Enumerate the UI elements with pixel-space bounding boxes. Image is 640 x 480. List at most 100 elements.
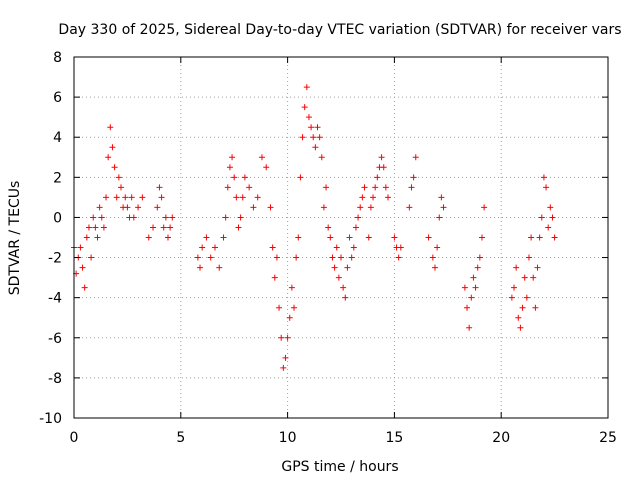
data-point [113,194,120,201]
data-point [331,264,338,271]
data-point [367,204,374,211]
data-point [372,184,379,191]
data-point [269,244,276,251]
data-point [540,174,547,181]
data-point [517,324,524,331]
data-point [470,274,477,281]
x-tick-label: 10 [279,430,297,446]
data-point [378,154,385,161]
data-point [216,264,223,271]
data-point [286,314,293,321]
data-point [207,254,214,261]
data-point [273,254,280,261]
data-point [530,274,537,281]
data-point [478,234,485,241]
data-point [299,134,306,141]
data-point [139,194,146,201]
data-point [103,194,110,201]
y-tick-label: 4 [53,130,62,146]
data-point [291,304,298,311]
data-point [81,284,88,291]
data-point [237,214,244,221]
y-tick-label: -2 [48,251,62,267]
data-point [318,154,325,161]
data-point [301,104,308,111]
data-point [327,234,334,241]
data-point [429,254,436,261]
x-axis-ticks: 0 5 10 15 20 25 [70,57,617,446]
data-point [481,204,488,211]
data-point [406,204,413,211]
data-point [169,214,176,221]
data-point [348,254,355,261]
data-point [335,274,342,281]
data-point [523,294,530,301]
data-point [314,124,321,131]
data-point [303,84,310,91]
data-point [222,214,229,221]
data-point [107,124,114,131]
data-point [88,254,95,261]
data-point [130,214,137,221]
data-point [117,184,124,191]
data-point [239,194,246,201]
data-point [164,234,171,241]
data-point [521,274,528,281]
data-point [342,294,349,301]
data-point [111,164,118,171]
data-point [293,254,300,261]
data-point [391,234,398,241]
data-point [436,214,443,221]
data-point [295,234,302,241]
data-point [508,294,515,301]
data-point [549,214,556,221]
x-tick-label: 5 [176,430,185,446]
data-points [71,84,558,371]
data-point [282,354,289,361]
data-point [278,334,285,341]
data-point [344,264,351,271]
data-point [310,134,317,141]
data-point [115,174,122,181]
data-point [365,234,372,241]
data-point [233,194,240,201]
data-point [382,184,389,191]
data-point [124,204,131,211]
data-point [532,304,539,311]
data-point [534,264,541,271]
data-point [85,224,92,231]
data-point [466,324,473,331]
data-point [357,204,364,211]
data-point [297,174,304,181]
data-point [235,224,242,231]
data-point [519,304,526,311]
data-point [329,254,336,261]
data-point [472,284,479,291]
y-tick-label: 6 [53,90,62,106]
data-point [263,164,270,171]
y-tick-label: 2 [53,170,62,186]
data-point [325,224,332,231]
data-point [536,234,543,241]
data-point [254,194,261,201]
data-point [338,254,344,261]
data-point [431,264,438,271]
data-point [370,194,377,201]
data-point [355,214,362,221]
data-point [352,224,359,231]
data-point [346,234,353,241]
data-point [333,244,340,251]
chart-title: Day 330 of 2025, Sidereal Day-to-day VTE… [58,22,621,38]
data-point [374,174,381,181]
data-point [100,224,107,231]
y-tick-label: -8 [48,371,62,387]
data-point [241,174,248,181]
data-point [267,204,274,211]
data-point [410,174,417,181]
data-point [284,334,291,341]
data-point [276,304,283,311]
data-point [515,314,522,321]
data-point [359,194,366,201]
data-point [425,234,432,241]
data-point [122,194,129,201]
